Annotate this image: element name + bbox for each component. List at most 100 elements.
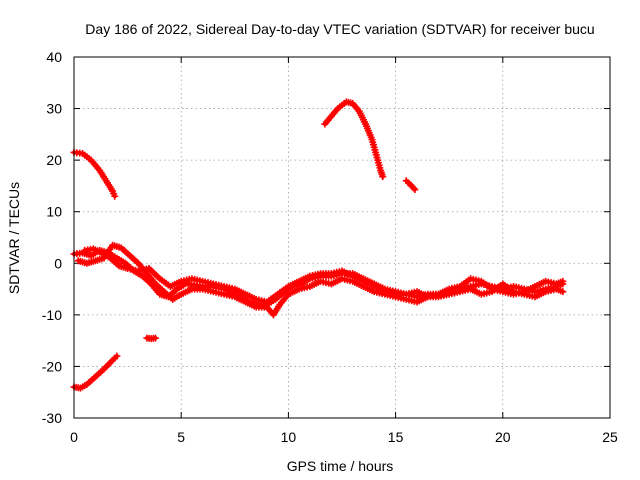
y-axis-label: SDTVAR / TECUs: [6, 182, 22, 294]
interp-marker: [367, 133, 375, 141]
interp-marker: [115, 243, 123, 251]
interp-marker: [186, 286, 194, 294]
x-tick-label: 25: [602, 429, 618, 445]
interp-marker: [293, 286, 301, 294]
interp-marker: [133, 258, 141, 266]
interp-marker: [283, 292, 291, 300]
interp-marker: [332, 107, 340, 115]
interp-marker: [272, 292, 280, 300]
interp-marker: [76, 149, 84, 157]
x-tick-label: 20: [495, 429, 511, 445]
interp-marker: [379, 287, 387, 295]
interp-marker: [121, 264, 129, 272]
interp-marker: [326, 114, 334, 122]
y-tick-label: 40: [46, 49, 62, 65]
interp-marker: [107, 185, 115, 193]
interp-marker: [293, 278, 301, 286]
x-tick-label: 15: [388, 429, 404, 445]
interp-marker: [486, 284, 494, 292]
interp-marker: [94, 164, 102, 172]
interp-marker: [443, 286, 451, 294]
interp-marker: [85, 154, 93, 162]
interp-marker: [250, 302, 258, 310]
interp-marker: [149, 334, 157, 342]
interp-marker: [275, 303, 283, 311]
series-arc-2: [70, 352, 121, 392]
plot-frame: [73, 56, 611, 419]
interp-marker: [376, 164, 384, 172]
interp-marker: [378, 171, 386, 179]
series-arc-4: [321, 98, 387, 181]
interp-marker: [81, 382, 89, 390]
interp-marker: [207, 279, 215, 287]
interp-marker: [228, 292, 236, 300]
interp-marker: [250, 294, 258, 302]
interp-marker: [304, 273, 312, 281]
interp-marker: [113, 260, 121, 268]
interp-marker: [196, 277, 204, 285]
x-tick-label: 10: [281, 429, 297, 445]
interp-marker: [475, 277, 483, 285]
x-axis-label: GPS time / hours: [287, 458, 394, 474]
interp-marker: [303, 283, 311, 291]
interp-marker: [154, 273, 162, 281]
interp-marker: [540, 289, 548, 297]
interp-marker: [368, 281, 376, 289]
interp-marker: [282, 284, 290, 292]
interp-marker: [361, 118, 369, 126]
x-tick-label: 0: [70, 429, 78, 445]
interp-marker: [464, 276, 472, 284]
interp-marker: [96, 248, 104, 256]
data-series: [70, 98, 567, 392]
series-arc-3: [143, 334, 159, 343]
interp-marker: [111, 354, 119, 362]
series-arc-8: [81, 245, 567, 306]
y-tick-label: -30: [42, 410, 62, 426]
chart-title: Day 186 of 2022, Sidereal Day-to-day VTE…: [85, 21, 594, 37]
interp-marker: [409, 184, 417, 192]
y-tick-label: -10: [42, 307, 62, 323]
interp-marker: [357, 276, 365, 284]
interp-marker: [372, 148, 380, 156]
interp-marker: [496, 287, 504, 295]
interp-marker: [228, 284, 236, 292]
interp-marker: [518, 288, 526, 296]
interp-marker: [347, 271, 355, 279]
interp-marker: [529, 284, 537, 292]
interp-marker: [557, 287, 565, 295]
interp-marker: [207, 287, 215, 295]
interp-marker: [154, 288, 162, 296]
grid-lines: [74, 57, 610, 418]
interp-marker: [98, 367, 106, 375]
y-tick-label: 0: [54, 255, 62, 271]
interp-marker: [340, 100, 348, 108]
interp-marker: [104, 253, 112, 261]
interp-marker: [239, 297, 247, 305]
interp-marker: [217, 290, 225, 298]
interp-marker: [101, 175, 109, 183]
interp-marker: [107, 358, 115, 366]
y-tick-label: 10: [46, 204, 62, 220]
series-arc-1: [70, 148, 119, 200]
x-tick-label: 5: [177, 429, 185, 445]
interp-marker: [557, 278, 565, 286]
interp-marker: [453, 283, 461, 291]
interp-marker: [107, 243, 115, 251]
interp-marker: [260, 297, 268, 305]
series-arc-5: [402, 177, 419, 194]
interp-marker: [404, 179, 412, 187]
y-tick-label: 20: [46, 152, 62, 168]
interp-marker: [354, 105, 362, 113]
interp-marker: [239, 289, 247, 297]
y-tick-label: 30: [46, 101, 62, 117]
interp-marker: [175, 292, 183, 300]
interp-marker: [432, 291, 440, 299]
interp-marker: [171, 287, 179, 295]
interp-marker: [347, 99, 355, 107]
series-arc-7: [74, 241, 567, 319]
interp-marker: [142, 265, 150, 273]
interp-marker: [89, 257, 97, 265]
interp-marker: [150, 278, 158, 286]
interp-marker: [110, 190, 118, 198]
